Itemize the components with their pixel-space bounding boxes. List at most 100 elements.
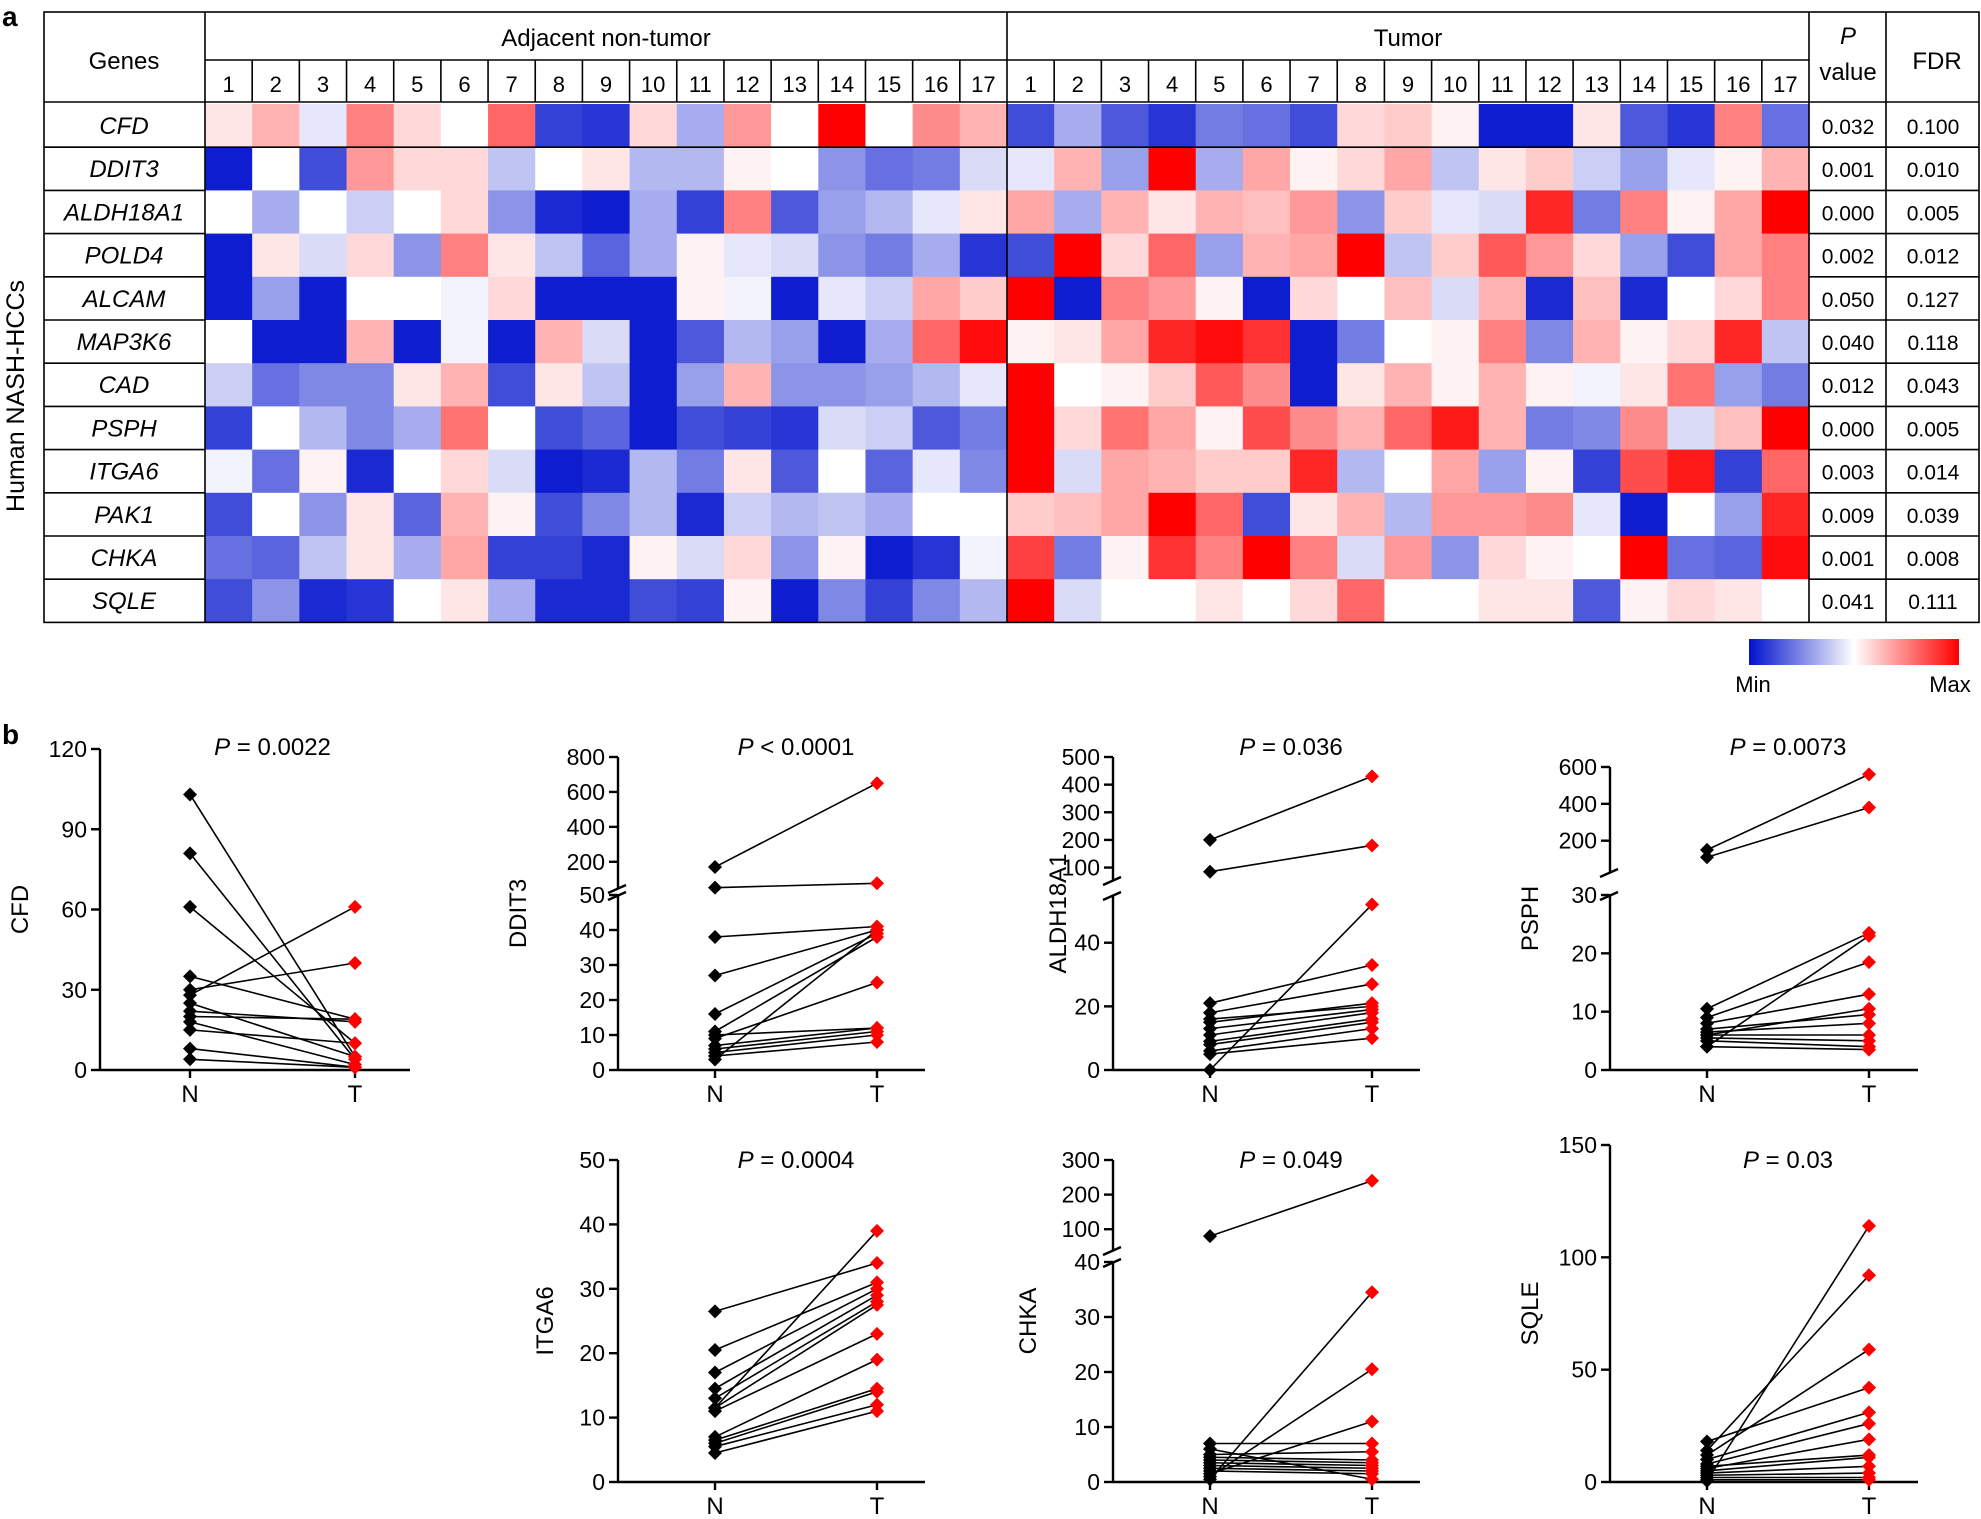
pair-line <box>1209 983 1373 1014</box>
heatmap-cell-adjacent <box>959 276 1008 321</box>
heatmap-cell-adjacent <box>205 233 253 278</box>
heatmap-cell-adjacent <box>582 104 631 148</box>
gene-row-label: ITGA6 <box>89 459 159 486</box>
heatmap-cell-tumor <box>1054 147 1102 191</box>
y-tick-label: 10 <box>579 1405 605 1431</box>
heatmap-cell-adjacent <box>959 147 1008 191</box>
heatmap-cell-tumor <box>1667 449 1716 494</box>
heatmap-cell-adjacent <box>488 536 536 580</box>
normal-point <box>708 1342 722 1357</box>
tumor-column-number: 14 <box>1632 72 1656 97</box>
gene-row-label: POLD4 <box>85 243 164 270</box>
tumor-point <box>1862 1016 1876 1031</box>
heatmap-cell-adjacent <box>299 147 348 191</box>
tumor-point <box>870 1404 884 1419</box>
gene-row-label: SQLE <box>92 588 157 615</box>
heatmap-cell-tumor <box>1195 147 1244 191</box>
heatmap-cell-tumor <box>1101 147 1150 191</box>
p-value-label: P = 0.049 <box>1239 1147 1342 1174</box>
pair-line <box>714 1041 878 1057</box>
heatmap-cell-adjacent <box>252 536 300 580</box>
heatmap-cell-adjacent <box>912 406 961 451</box>
normal-point <box>708 1028 722 1042</box>
heatmap-cell-tumor <box>1290 536 1338 580</box>
normal-point <box>1203 832 1217 847</box>
fdr-cell: 0.005 <box>1907 202 1960 225</box>
paired-plots: N T 0 30 60 90 120 CFD P = 0.0022 N T 0 10 20 30 40 50 20… <box>7 734 1918 1519</box>
gene-row-label: ALDH18A1 <box>62 199 184 226</box>
axis-break-mark <box>1599 867 1619 879</box>
y-tick-label: 30 <box>579 1276 605 1302</box>
pair-line <box>1706 1465 1870 1474</box>
adjacent-column-number: 13 <box>782 72 806 97</box>
heatmap-cell-tumor <box>1525 104 1574 148</box>
tumor-point <box>348 1014 362 1029</box>
pair-line <box>714 1391 878 1445</box>
heatmap-cell-tumor <box>1384 276 1433 321</box>
pair-line <box>1706 1040 1870 1048</box>
p-value-label: P = 0.03 <box>1743 1147 1833 1174</box>
tumor-point <box>1365 1285 1379 1300</box>
y-tick-label: 400 <box>567 814 605 840</box>
pair-line <box>1209 1011 1373 1036</box>
paired-plot-cfd: N T 0 30 60 90 120 CFD P = 0.0022 <box>7 734 410 1108</box>
fdr-cell: 0.043 <box>1907 375 1960 398</box>
tumor-point <box>1365 838 1379 853</box>
adjacent-column-number: 15 <box>877 72 901 97</box>
tumor-point <box>870 1326 884 1341</box>
paired-plot-ddit3: N T 0 10 20 30 40 50 200 400 600 800 DDIT3 P < 0.0001 <box>505 734 925 1108</box>
heatmap-cell-tumor <box>1714 406 1763 451</box>
heatmap-cell-tumor <box>1007 233 1055 278</box>
heatmap-cell-tumor <box>1525 406 1574 451</box>
heatmap-cell-adjacent <box>865 579 914 623</box>
heatmap-cell-adjacent <box>912 363 961 407</box>
normal-point <box>183 1014 197 1029</box>
heatmap-cell-tumor <box>1620 147 1669 191</box>
heatmap-cell-tumor <box>1101 406 1150 451</box>
heatmap-cell-tumor <box>1101 492 1150 537</box>
pair-line <box>189 1015 356 1020</box>
heatmap-cell-tumor <box>1148 579 1197 623</box>
heatmap-cell-adjacent <box>393 233 442 278</box>
p-value-label: P < 0.0001 <box>738 734 855 761</box>
heatmap-cell-adjacent <box>959 363 1008 407</box>
y-tick-label: 0 <box>1087 1057 1100 1083</box>
heatmap-cell-tumor <box>1337 147 1386 191</box>
y-tick-label: 20 <box>579 987 605 1013</box>
fdr-cell: 0.012 <box>1907 246 1960 269</box>
heatmap-cell-tumor <box>1525 190 1574 235</box>
heatmap-cell-adjacent <box>346 147 395 191</box>
y-tick-label: 0 <box>592 1057 605 1083</box>
heatmap-cell-tumor <box>1761 320 1810 364</box>
tumor-point <box>1365 958 1379 972</box>
fdr-cell: 0.100 <box>1907 116 1960 139</box>
heatmap-cell-tumor <box>1525 147 1574 191</box>
tumor-column-number: 2 <box>1072 72 1084 97</box>
heatmap-cell-tumor <box>1478 276 1527 321</box>
heatmap-cell-tumor <box>1101 276 1150 321</box>
heatmap-cell-adjacent <box>582 233 631 278</box>
heatmap-cell-adjacent <box>771 406 819 451</box>
heatmap-cell-adjacent <box>440 536 489 580</box>
tumor-point <box>870 1021 884 1035</box>
heatmap-cell-tumor <box>1195 492 1244 537</box>
heatmap-cell-adjacent <box>818 449 867 494</box>
heatmap-cell-tumor <box>1337 449 1386 494</box>
heatmap-cell-adjacent <box>818 190 867 235</box>
heatmap-cell-adjacent <box>440 104 489 148</box>
tumor-point <box>1862 1416 1876 1431</box>
heatmap-cell-adjacent <box>959 406 1008 451</box>
y-tick-label: 100 <box>1559 1244 1597 1270</box>
heatmap-cell-adjacent <box>676 147 725 191</box>
gene-row-label: PAK1 <box>94 502 154 529</box>
y-tick-label: 40 <box>1074 930 1100 956</box>
tumor-column-number: 13 <box>1584 72 1608 97</box>
heatmap-cell-adjacent <box>252 276 300 321</box>
heatmap-cell-adjacent <box>205 492 253 537</box>
y-tick-label: 20 <box>579 1340 605 1366</box>
heatmap-cell-tumor <box>1431 536 1480 580</box>
heatmap-cell-adjacent <box>252 579 300 623</box>
pair-line <box>1209 775 1373 841</box>
pair-line <box>1706 1007 1870 1036</box>
y-tick-label: 50 <box>579 882 605 908</box>
